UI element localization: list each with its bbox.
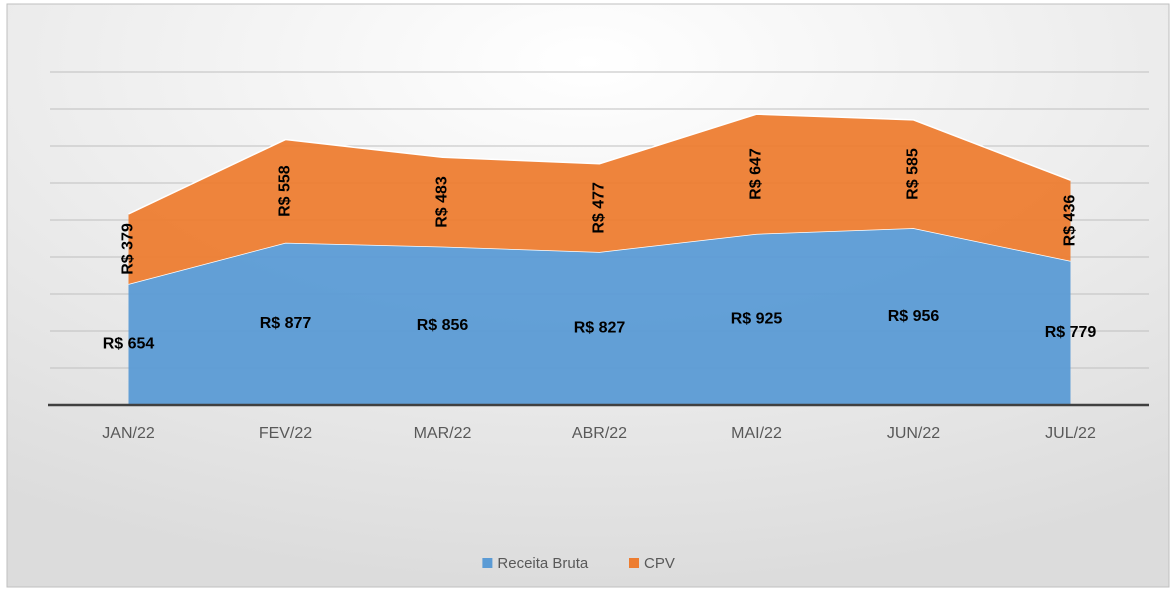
x-tick-label: JUN/22 — [887, 425, 940, 442]
legend-swatch — [482, 558, 493, 568]
data-label: R$ 925 — [731, 311, 783, 328]
data-label: R$ 654 — [103, 336, 155, 353]
x-tick-label: FEV/22 — [259, 425, 312, 442]
area — [128, 114, 1071, 285]
x-tick-label: JAN/22 — [102, 425, 155, 442]
data-label: R$ 477 — [591, 182, 608, 234]
legend: Receita Bruta CPV — [482, 555, 675, 572]
area-edge — [128, 113, 1071, 215]
area — [128, 228, 1071, 405]
data-label: R$ 585 — [905, 148, 922, 200]
x-tick-label: JUL/22 — [1045, 425, 1096, 442]
data-label: R$ 558 — [277, 165, 294, 217]
data-label: R$ 483 — [434, 176, 451, 228]
data-label: R$ 379 — [120, 223, 137, 275]
data-label: R$ 779 — [1045, 324, 1097, 341]
legend-swatch — [629, 558, 639, 568]
data-label: R$ 956 — [888, 308, 940, 325]
data-label: R$ 877 — [260, 315, 312, 332]
legend-label: CPV — [644, 555, 675, 572]
legend-label: Receita Bruta — [497, 555, 589, 572]
data-label: R$ 827 — [574, 320, 626, 337]
data-label: R$ 856 — [417, 317, 469, 334]
data-label: R$ 647 — [748, 148, 765, 200]
data-label: R$ 436 — [1062, 195, 1079, 247]
x-tick-label: ABR/22 — [572, 425, 627, 442]
x-tick-label: MAI/22 — [731, 425, 782, 442]
x-tick-label: MAR/22 — [414, 425, 472, 442]
